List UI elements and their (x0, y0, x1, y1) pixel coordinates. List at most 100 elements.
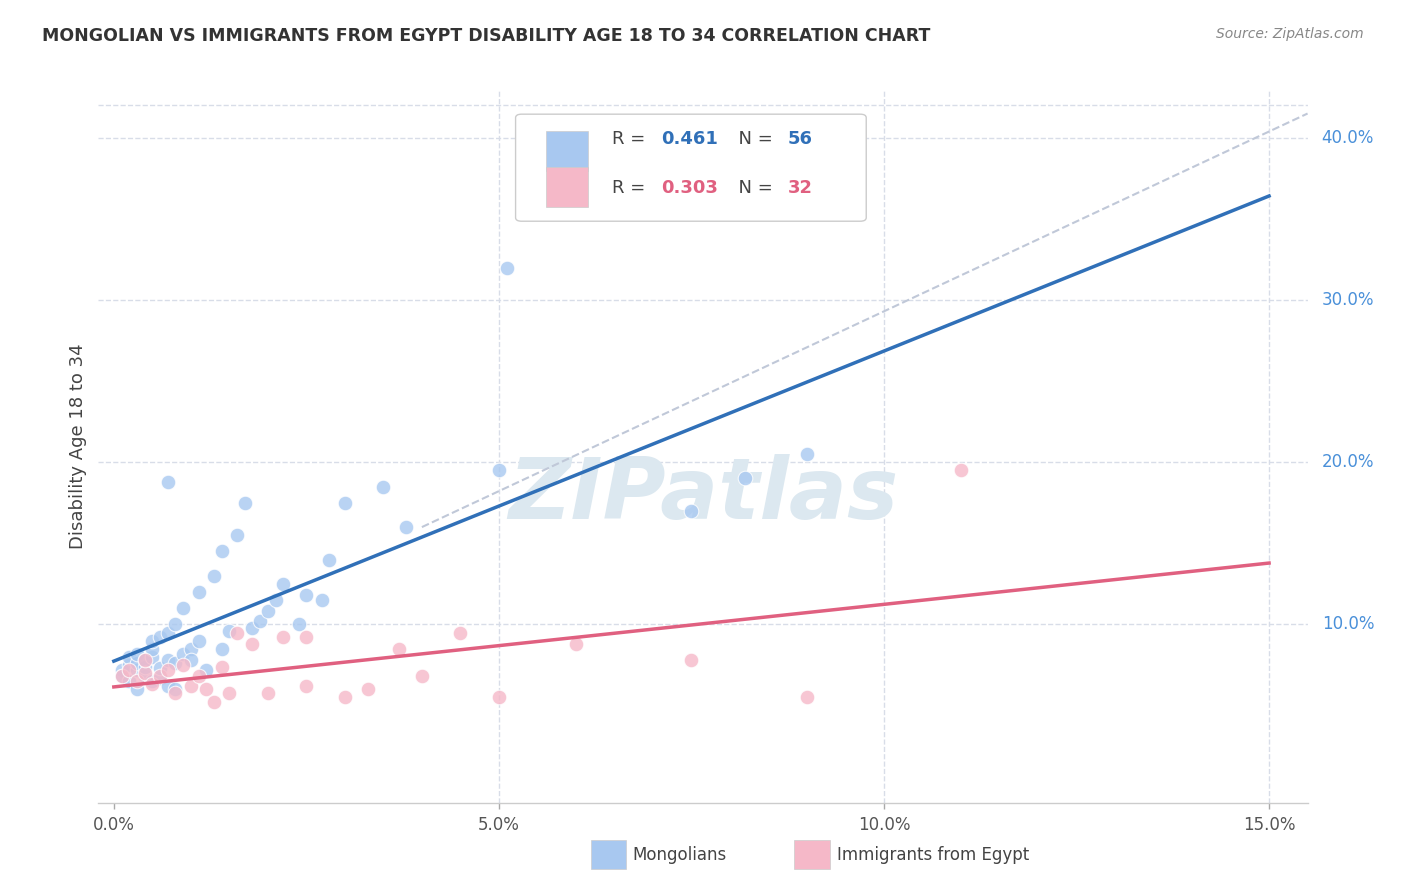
Point (495, 260, 517, 275)
Point (796, 690, 818, 705)
Bar (546, 131, 588, 171)
Point (734, 471, 756, 485)
Point (156, 679, 179, 693)
Point (172, 657, 194, 672)
Point (141, 674, 163, 689)
Point (449, 625, 471, 640)
Point (211, 544, 233, 558)
Point (565, 637, 588, 651)
Point (195, 663, 218, 677)
Point (125, 647, 148, 661)
Text: 5.0%: 5.0% (478, 816, 520, 834)
Point (318, 552, 340, 566)
Text: 56: 56 (787, 130, 813, 148)
Text: N =: N = (727, 178, 779, 196)
Point (110, 669, 132, 683)
Point (118, 657, 141, 672)
Text: R =: R = (612, 130, 651, 148)
Point (134, 666, 156, 681)
Point (218, 624, 240, 638)
Point (149, 671, 172, 685)
Point (950, 463, 973, 477)
Text: Source: ZipAtlas.com: Source: ZipAtlas.com (1216, 27, 1364, 41)
Point (149, 661, 172, 675)
Point (187, 633, 209, 648)
Point (488, 690, 510, 705)
Point (271, 631, 294, 645)
Point (681, 504, 703, 518)
Text: 32: 32 (787, 178, 813, 196)
Point (295, 679, 318, 693)
Point (242, 621, 264, 635)
Point (110, 663, 132, 677)
Point (134, 669, 156, 683)
Point (125, 674, 148, 689)
Text: 30.0%: 30.0% (1322, 291, 1374, 309)
Point (141, 641, 163, 656)
Point (388, 641, 411, 656)
Point (249, 614, 271, 628)
Point (165, 682, 187, 697)
Point (311, 593, 333, 607)
Point (134, 659, 156, 673)
Point (180, 653, 202, 667)
Point (125, 682, 148, 697)
Point (373, 479, 395, 493)
Text: 0.461: 0.461 (661, 130, 717, 148)
Text: N =: N = (727, 130, 779, 148)
Point (333, 496, 356, 510)
Point (156, 653, 179, 667)
Point (211, 659, 233, 673)
Point (226, 625, 249, 640)
Y-axis label: Disability Age 18 to 34: Disability Age 18 to 34 (69, 343, 87, 549)
Point (271, 577, 294, 591)
Text: 15.0%: 15.0% (1243, 816, 1295, 834)
Point (149, 669, 172, 683)
Point (226, 528, 249, 542)
Point (110, 669, 132, 683)
Point (287, 617, 309, 632)
Point (172, 601, 194, 615)
Point (395, 520, 418, 534)
Point (295, 588, 318, 602)
Point (218, 685, 240, 699)
Point (125, 663, 148, 677)
Text: Mongolians: Mongolians (633, 846, 727, 863)
Point (118, 674, 141, 689)
Point (141, 633, 163, 648)
Text: ZIPatlas: ZIPatlas (508, 454, 898, 538)
Point (211, 641, 233, 656)
Text: 40.0%: 40.0% (1322, 128, 1374, 147)
Point (187, 585, 209, 599)
Point (172, 647, 194, 661)
FancyBboxPatch shape (516, 114, 866, 221)
Point (125, 657, 148, 671)
Point (134, 653, 156, 667)
Point (357, 682, 380, 697)
Point (796, 447, 818, 461)
Point (141, 649, 163, 664)
Point (187, 669, 209, 683)
Text: 10.0%: 10.0% (1322, 615, 1374, 633)
Point (202, 568, 225, 582)
Text: 10.0%: 10.0% (858, 816, 910, 834)
Point (118, 663, 141, 677)
Bar (546, 167, 588, 207)
Point (257, 685, 280, 699)
Point (180, 641, 202, 656)
Point (333, 690, 356, 705)
Point (488, 463, 510, 477)
Text: Immigrants from Egypt: Immigrants from Egypt (837, 846, 1029, 863)
Text: 0.0%: 0.0% (93, 816, 135, 834)
Point (118, 649, 141, 664)
Text: R =: R = (612, 178, 651, 196)
Text: 20.0%: 20.0% (1322, 453, 1374, 471)
Text: 0.303: 0.303 (661, 178, 717, 196)
Point (264, 593, 287, 607)
Point (411, 669, 433, 683)
Point (195, 682, 218, 697)
Point (233, 496, 256, 510)
Point (165, 657, 187, 671)
Point (242, 637, 264, 651)
Point (295, 631, 318, 645)
